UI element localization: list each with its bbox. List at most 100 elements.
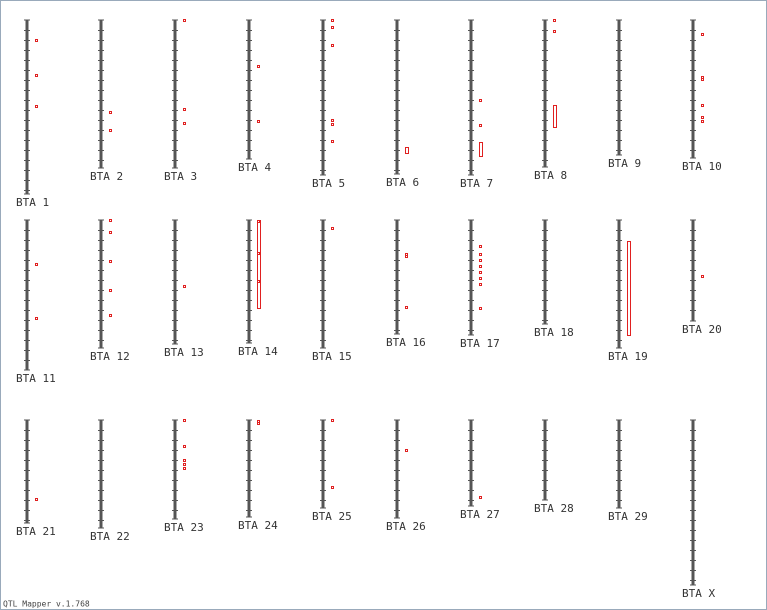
qtl (257, 220, 260, 223)
qtl (479, 277, 482, 280)
chromosome-label: BTA 20 (682, 323, 722, 336)
qtl (479, 307, 482, 310)
chromosome-label: BTA 8 (534, 169, 567, 182)
qtl (35, 74, 38, 77)
qtl (701, 104, 704, 107)
qtl (109, 129, 112, 132)
qtl (331, 26, 334, 29)
qtl (331, 227, 334, 230)
qtl (109, 260, 112, 263)
chromosome (99, 420, 103, 528)
chromosome (395, 220, 399, 334)
chromosome-label: BTA 6 (386, 176, 419, 189)
qtl (257, 422, 260, 425)
qtl-interval (405, 147, 409, 154)
chromosome (247, 20, 251, 159)
chromosome (99, 220, 103, 348)
qtl (701, 116, 704, 119)
chromosome (469, 420, 473, 506)
chromosome (173, 420, 177, 519)
chromosome (99, 20, 103, 168)
qtl (331, 419, 334, 422)
qtl (331, 486, 334, 489)
chromosome (173, 20, 177, 168)
chromosome-label: BTA 21 (16, 525, 56, 538)
qtl (109, 289, 112, 292)
chromosome-label: BTA 3 (164, 170, 197, 183)
chromosome-label: BTA 18 (534, 326, 574, 339)
chromosome (321, 220, 325, 348)
chromosome (25, 220, 29, 370)
qtl (701, 120, 704, 123)
qtl (183, 285, 186, 288)
qtl (553, 30, 556, 33)
qtl (331, 19, 334, 22)
qtl (331, 44, 334, 47)
qtl (331, 119, 334, 122)
chromosome-label: BTA 9 (608, 157, 641, 170)
qtl (109, 314, 112, 317)
chromosome-label: BTA 1 (16, 196, 49, 209)
chromosome (617, 20, 621, 155)
chromosome (247, 420, 251, 517)
chromosome (395, 20, 399, 174)
chromosome-label: BTA 22 (90, 530, 130, 543)
chromosome (247, 220, 251, 343)
qtl (183, 419, 186, 422)
qtl (35, 39, 38, 42)
qtl (479, 496, 482, 499)
chromosome (395, 420, 399, 518)
chromosome (25, 20, 29, 194)
qtl (701, 33, 704, 36)
qtl (183, 459, 186, 462)
qtl (35, 317, 38, 320)
qtl (257, 120, 260, 123)
chromosome (691, 20, 695, 158)
chromosome-label: BTA 16 (386, 336, 426, 349)
qtl (479, 283, 482, 286)
qtl (479, 259, 482, 262)
chromosome-label: BTA 7 (460, 177, 493, 190)
qtl (109, 111, 112, 114)
qtl (405, 306, 408, 309)
qtl (35, 498, 38, 501)
qtl (331, 123, 334, 126)
chromosome (469, 20, 473, 175)
qtl (479, 265, 482, 268)
qtl (257, 65, 260, 68)
chromosome (543, 20, 547, 167)
chromosome-label: BTA 13 (164, 346, 204, 359)
qtl (183, 463, 186, 466)
qtl (183, 122, 186, 125)
chromosome-label: BTA 28 (534, 502, 574, 515)
chromosome-label: BTA 24 (238, 519, 278, 532)
chromosome-label: BTA 12 (90, 350, 130, 363)
qtl (479, 99, 482, 102)
qtl (257, 252, 260, 255)
chromosome-label: BTA 29 (608, 510, 648, 523)
chromosome (321, 420, 325, 508)
chromosome (691, 420, 695, 585)
chromosome-label: BTA 19 (608, 350, 648, 363)
footer: QTL Mapper v.1.768 (3, 600, 90, 609)
qtl (109, 231, 112, 234)
chromosome-label: BTA 10 (682, 160, 722, 173)
qtl (479, 271, 482, 274)
chromosome-label: BTA 4 (238, 161, 271, 174)
chromosome-label: BTA X (682, 587, 715, 600)
qtl (479, 124, 482, 127)
qtl (331, 140, 334, 143)
qtl (183, 19, 186, 22)
qtl (183, 108, 186, 111)
chromosome-label: BTA 23 (164, 521, 204, 534)
chromosome (25, 420, 29, 523)
qtl (257, 280, 260, 283)
chromosome-label: BTA 2 (90, 170, 123, 183)
qtl (183, 445, 186, 448)
qtl (701, 275, 704, 278)
qtl-interval (627, 241, 631, 336)
chromosome-label: BTA 11 (16, 372, 56, 385)
qtl (35, 263, 38, 266)
